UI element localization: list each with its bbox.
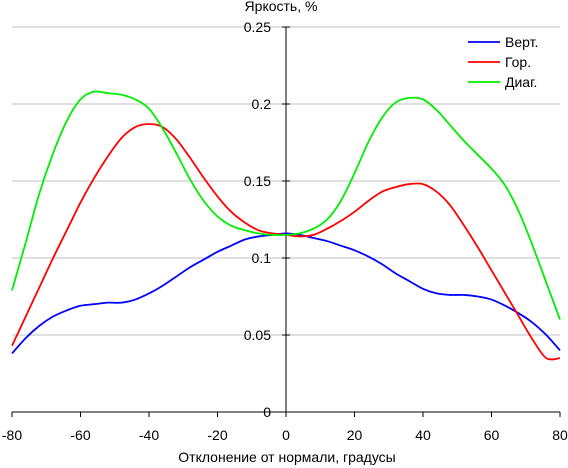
axes <box>11 26 561 417</box>
y-tick-label: 0.2 <box>252 96 272 112</box>
x-tick-label: -80 <box>2 427 22 443</box>
y-tick-label: 0.15 <box>244 173 271 189</box>
series-line-vertical <box>11 232 561 355</box>
legend: Верт. Гор. Диаг. <box>468 34 538 90</box>
y-tick-label: 0.25 <box>244 19 271 35</box>
x-tick-label: 20 <box>347 427 363 443</box>
x-tick-label: 80 <box>552 427 568 443</box>
x-tick-label: 40 <box>415 427 431 443</box>
x-tick-label: -20 <box>207 427 227 443</box>
y-axis-title: Яркость, % <box>245 0 318 14</box>
legend-label-horizontal: Гор. <box>505 54 531 70</box>
x-tick-label: 60 <box>484 427 500 443</box>
legend-label-vertical: Верт. <box>505 34 538 50</box>
x-tick-label: 0 <box>282 427 290 443</box>
y-tick-label: 0 <box>263 404 271 420</box>
legend-label-diagonal: Диаг. <box>505 74 537 90</box>
tick-labels: -80 -60 -40 -20 0 20 40 60 80 0 0.05 0.1 0.15 0.2 0.25 <box>2 19 568 443</box>
series-lines <box>11 90 561 361</box>
x-tick-label: -60 <box>70 427 90 443</box>
x-tick-label: -40 <box>139 427 159 443</box>
x-axis-title: Отклонение от нормали, градусы <box>178 449 395 465</box>
y-tick-label: 0.05 <box>244 327 271 343</box>
series-line-diagonal <box>11 90 561 320</box>
y-tick-label: 0.1 <box>252 250 272 266</box>
